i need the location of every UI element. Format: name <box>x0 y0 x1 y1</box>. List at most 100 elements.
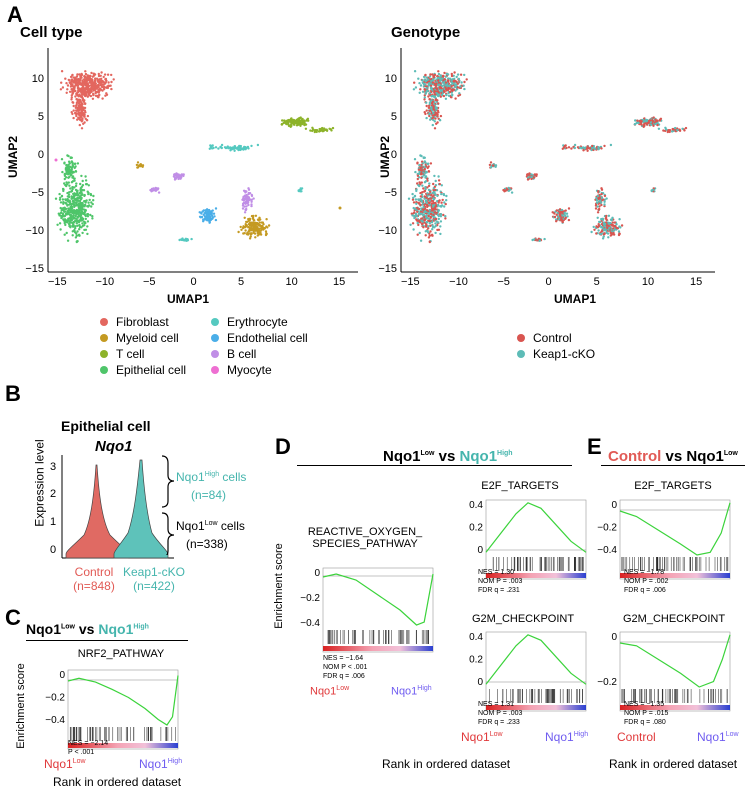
umap-point <box>89 193 93 197</box>
umap-point <box>607 224 610 227</box>
umap-point <box>424 234 427 237</box>
umap-point <box>440 192 443 196</box>
umap-point <box>92 93 95 97</box>
umap-point <box>413 158 417 161</box>
panel-e-right-label: Nqo1Low <box>697 730 739 744</box>
violin-ytick: 3 <box>50 461 56 473</box>
umap-point <box>84 217 88 221</box>
umap-point <box>419 191 422 195</box>
umap-point <box>59 201 63 204</box>
umap-point <box>436 121 439 124</box>
umap-point <box>233 149 236 152</box>
umap-point <box>75 219 78 222</box>
umap-genotype-plot <box>400 48 715 273</box>
umap-point <box>87 201 90 204</box>
umap-point <box>453 83 457 86</box>
panel-c-ylabel: Enrichment score <box>14 663 27 749</box>
umap-point <box>446 73 450 76</box>
umap-point <box>644 119 647 123</box>
umap-point <box>88 198 91 202</box>
umap-point <box>71 186 74 189</box>
umap-point <box>433 73 437 77</box>
umap-point <box>173 178 177 181</box>
umap-point <box>58 198 62 201</box>
umap-point <box>97 81 101 84</box>
legend-dot <box>211 334 219 342</box>
low-cells-n: (n=338) <box>186 537 228 551</box>
umap-left-ylabel: UMAP2 <box>6 135 21 179</box>
gsea-ytick: 0 <box>59 670 65 681</box>
umap-point <box>71 234 74 237</box>
umap-point <box>212 212 216 215</box>
umap-point <box>658 118 662 121</box>
umap-point <box>570 147 573 150</box>
umap-point <box>450 79 453 82</box>
umap-point <box>564 217 567 220</box>
umap-point <box>600 187 603 190</box>
umap-point <box>428 114 431 118</box>
umap-point <box>247 187 250 190</box>
umap-point <box>425 201 428 205</box>
umap-point <box>488 163 492 167</box>
umap-point <box>70 98 73 101</box>
umap-point <box>453 77 456 80</box>
umap-point <box>69 75 73 79</box>
umap-point <box>418 163 421 167</box>
umap-point <box>78 199 82 203</box>
umap-point <box>602 198 605 201</box>
umap-point <box>71 218 74 221</box>
umap-point <box>67 176 70 179</box>
umap-point <box>598 200 601 203</box>
umap-point <box>434 224 437 228</box>
umap-point <box>553 212 556 215</box>
umap-point <box>207 208 211 212</box>
umap-point <box>90 205 93 208</box>
gsea-ytick: −0.2 <box>300 593 320 604</box>
umap-point <box>76 224 79 227</box>
umap-point <box>71 187 74 191</box>
umap-point <box>424 79 427 83</box>
umap-point <box>68 191 71 194</box>
umap-point <box>87 205 90 208</box>
umap-point <box>81 179 84 183</box>
umap-point <box>564 209 567 212</box>
umap-point <box>428 182 431 185</box>
umap-point <box>283 121 287 124</box>
umap-point <box>77 233 81 236</box>
umap-point <box>445 194 448 198</box>
panel-e-left-label: Control <box>617 730 656 744</box>
umap-point <box>428 101 432 104</box>
gsea-plot-e-e2f: 0 −0.2 −0.4 <box>597 499 731 580</box>
umap-point <box>437 111 440 114</box>
low-cells-label: Nqo1Low cells <box>176 519 245 533</box>
panel-c-right-label: Nqo1High <box>139 757 183 771</box>
umap-point <box>615 226 618 229</box>
umap-point <box>99 79 103 82</box>
umap-point <box>214 207 218 210</box>
umap-point <box>65 231 68 235</box>
umap-point <box>420 199 424 203</box>
umap-point <box>254 214 258 217</box>
umap-point <box>72 209 76 212</box>
umap-point <box>605 231 608 234</box>
umap-point <box>235 147 239 150</box>
umap-point <box>70 215 73 219</box>
umap-point <box>421 90 425 93</box>
umap-point <box>439 232 442 236</box>
umap-point <box>591 144 594 148</box>
umap-point <box>67 163 70 166</box>
umap-point <box>414 198 418 201</box>
umap-point <box>84 72 88 76</box>
umap-point <box>305 118 309 121</box>
umap-point <box>301 122 304 126</box>
legend-item: B cell <box>211 346 308 362</box>
umap-point <box>198 211 201 214</box>
umap-point <box>109 84 112 87</box>
umap-point <box>296 119 299 122</box>
umap-point <box>588 147 592 150</box>
umap-point <box>443 82 446 85</box>
umap-point <box>437 70 440 73</box>
umap-point <box>437 179 441 182</box>
umap-point <box>107 81 110 84</box>
umap-point <box>428 112 431 116</box>
